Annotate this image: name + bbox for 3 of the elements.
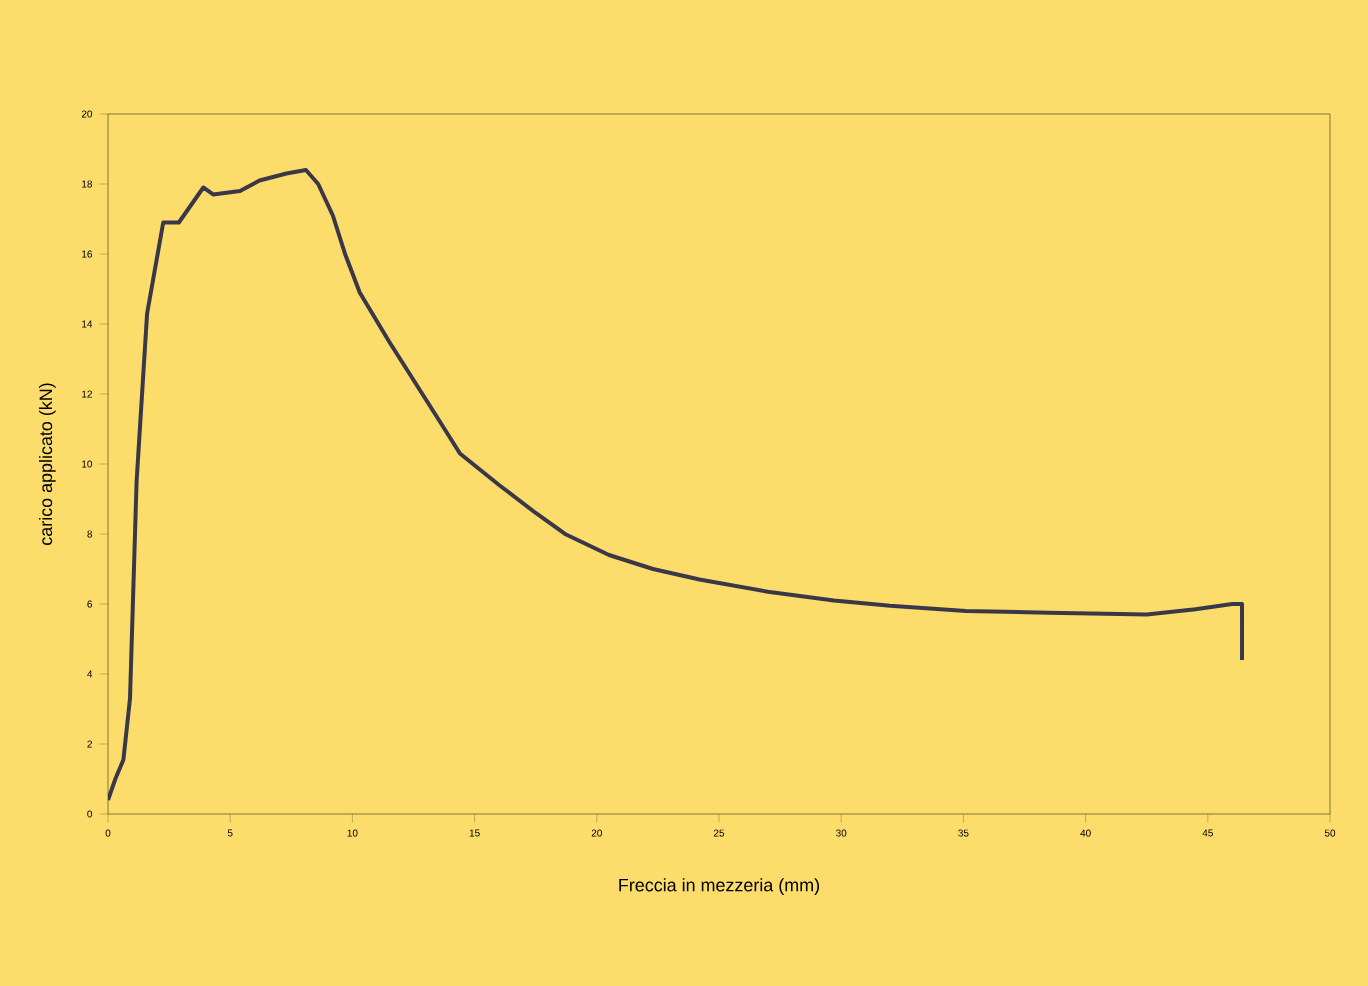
y-axis-title: carico applicato (kN) — [38, 383, 56, 545]
x-axis-title: Freccia in mezzeria (mm) — [619, 878, 820, 895]
line-series — [108, 168, 1245, 802]
